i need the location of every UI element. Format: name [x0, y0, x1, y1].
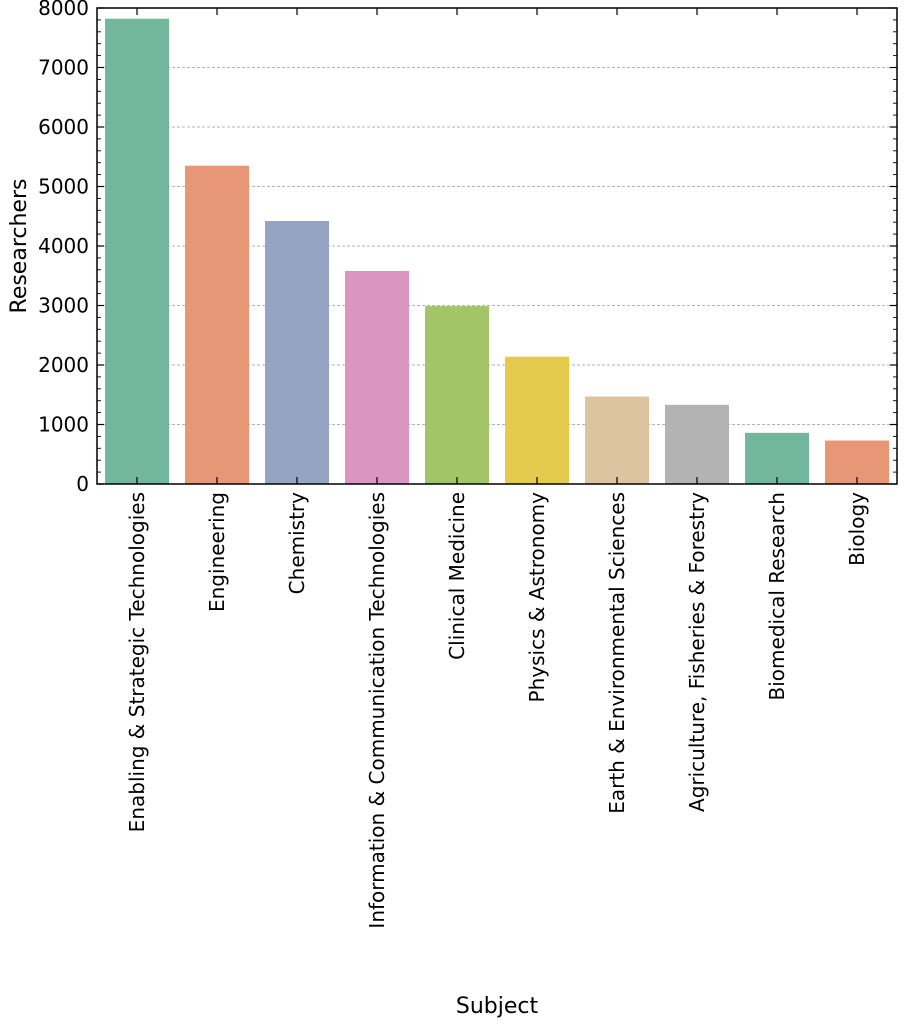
y-tick-label: 8000	[38, 0, 89, 20]
bar	[825, 440, 889, 484]
x-tick-label: Information & Communication Technologies	[365, 492, 389, 929]
y-tick-label: 4000	[38, 234, 89, 258]
y-tick-label: 2000	[38, 353, 89, 377]
bar	[425, 306, 489, 484]
y-tick-label: 7000	[38, 56, 89, 80]
x-tick-label: Engineering	[205, 492, 229, 612]
y-tick-label: 3000	[38, 294, 89, 318]
x-tick-label: Enabling & Strategic Technologies	[125, 492, 149, 832]
bar	[665, 404, 729, 484]
y-tick-label: 1000	[38, 413, 89, 437]
bar	[585, 396, 649, 484]
x-axis-title: Subject	[456, 994, 539, 1019]
x-tick-label: Physics & Astronomy	[525, 492, 549, 703]
y-axis-title: Researchers	[7, 179, 32, 314]
bars	[105, 18, 889, 485]
y-tick-label: 5000	[38, 175, 89, 199]
x-tick-label: Biology	[845, 492, 869, 566]
x-tick-label: Chemistry	[285, 492, 309, 594]
y-tick-labels: 0 1000 2000 3000 4000 5000 6000 7000 8000	[38, 0, 89, 496]
bar	[265, 221, 329, 484]
y-tick-label: 0	[76, 472, 89, 496]
bar	[105, 18, 169, 485]
x-tick-label: Biomedical Research	[765, 492, 789, 700]
x-tick-label: Clinical Medicine	[445, 492, 469, 660]
x-tick-label: Earth & Environmental Sciences	[605, 492, 629, 814]
bar	[345, 270, 409, 484]
bar	[505, 356, 569, 484]
x-tick-labels: Enabling & Strategic Technologies Enginee…	[125, 492, 869, 929]
bar	[185, 165, 249, 485]
ticks	[97, 7, 897, 485]
x-tick-label: Agriculture, Fisheries & Forestry	[685, 492, 709, 812]
y-tick-label: 6000	[38, 115, 89, 139]
bar	[745, 432, 809, 484]
